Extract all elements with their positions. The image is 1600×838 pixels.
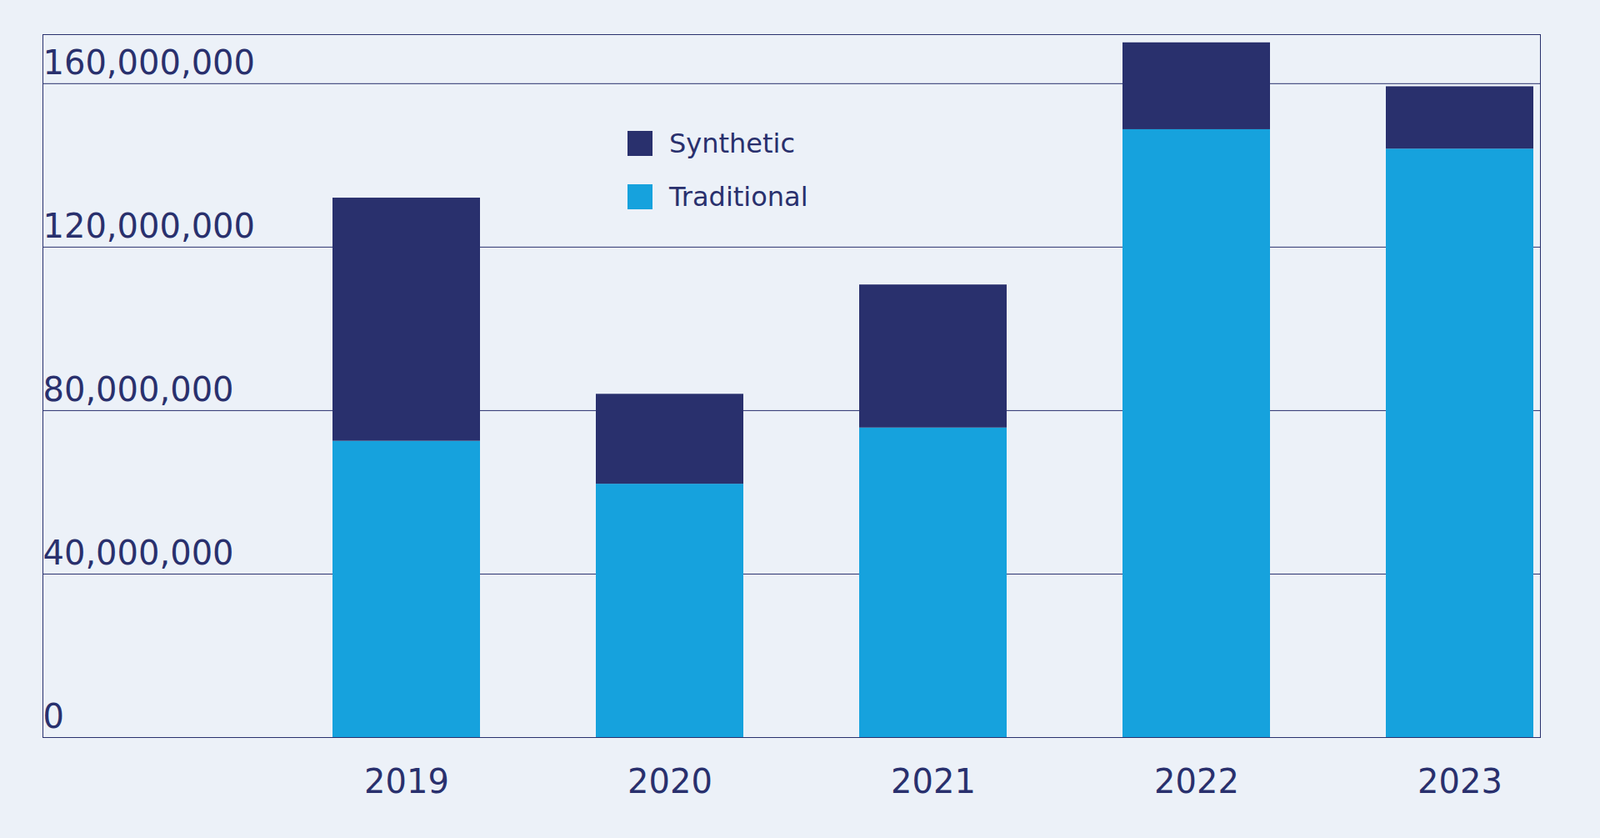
svg-text:120,000,000: 120,000,000	[43, 206, 255, 245]
svg-text:0: 0	[43, 696, 65, 735]
svg-text:2021: 2021	[890, 761, 976, 800]
svg-text:40,000,000: 40,000,000	[43, 533, 235, 572]
svg-text:160,000,000: 160,000,000	[43, 43, 255, 82]
svg-text:80,000,000: 80,000,000	[43, 370, 235, 409]
svg-text:2020: 2020	[627, 761, 713, 800]
svg-text:2023: 2023	[1417, 761, 1503, 800]
html-text:Traditional: Traditional	[669, 180, 808, 213]
html-text:Synthetic: Synthetic	[669, 127, 796, 160]
svg-text:2022: 2022	[1154, 761, 1240, 800]
svg-text:2019: 2019	[364, 761, 450, 800]
